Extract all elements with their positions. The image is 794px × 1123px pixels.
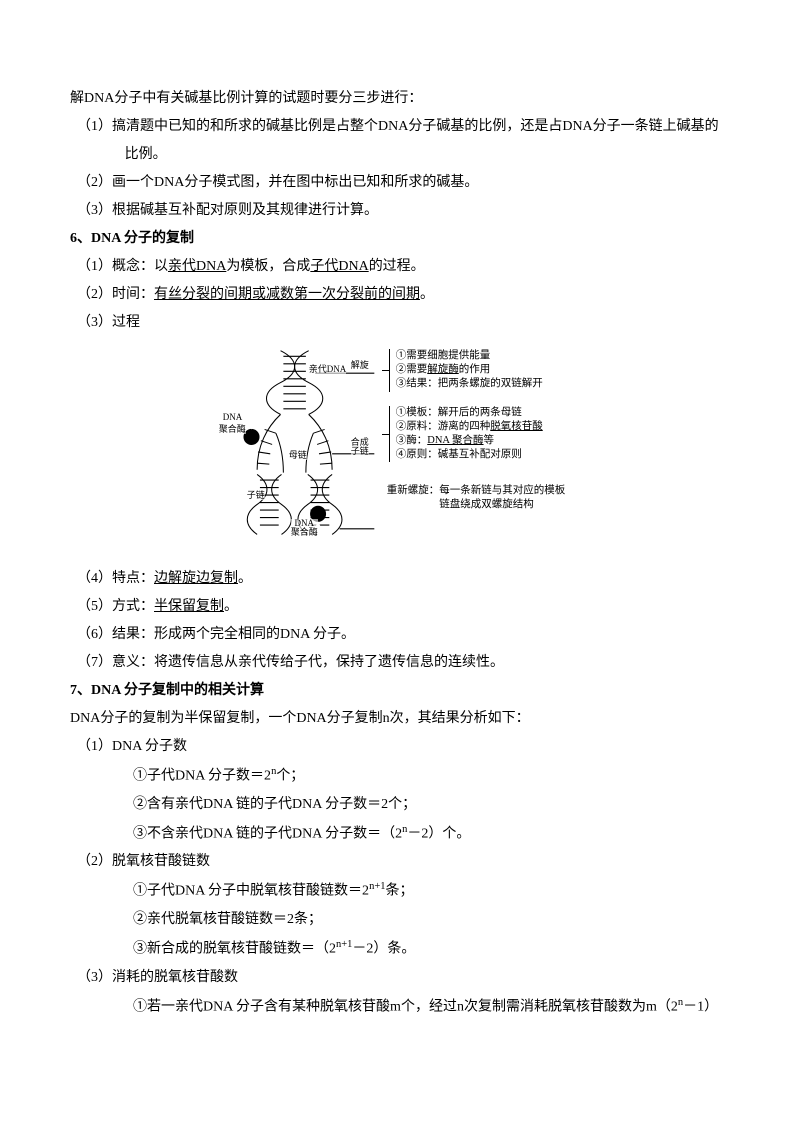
sec7-g1-i3: ③不含亲代DNA 链的子代DNA 分子数＝（2n－2）个。: [70, 819, 724, 849]
text: 的过程。: [369, 259, 425, 274]
u: 半保留复制: [154, 599, 224, 614]
lbl-unwind: 解旋: [351, 361, 369, 370]
sec6-p6: （6）结果：形成两个完全相同的DNA 分子。: [77, 621, 724, 649]
annot-synth: ①模板：解开后的两条母链 ②原料：游离的四种脱氧核苷酸 ③酶：DNA 聚合酶等 …: [389, 406, 566, 463]
sec6-p3: （3）过程: [77, 309, 724, 337]
text: 。: [420, 287, 434, 302]
u: 边解旋边复制: [154, 571, 238, 586]
text: ①模板：解开后的两条母链: [396, 406, 566, 420]
lbl-dna: DNA: [223, 413, 243, 422]
sec7-g3-i1: ①若一亲代DNA 分子含有某种脱氧核苷酸m个，经过n次复制需消耗脱氧核苷酸数为m…: [70, 992, 724, 1022]
intro-line: 解DNA分子中有关碱基比例计算的试题时要分三步进行：: [70, 85, 724, 113]
lbl-polymerase: 聚合酶: [219, 425, 246, 434]
diagram-inner: 亲代DNA DNA 聚合酶 母链 子链 解旋 合成子链 DNA 聚合酶 ①需要细…: [229, 343, 566, 559]
intro-item-3: （3）根据碱基互补配对原则及其规律进行计算。: [77, 197, 724, 225]
annot-unwind: ①需要细胞提供能量 ②需要解旋酶的作用 ③结果：把两条螺旋的双链解开: [389, 349, 566, 392]
lbl-synth: 合成子链: [351, 438, 369, 456]
diagram-annotations: ①需要细胞提供能量 ②需要解旋酶的作用 ③结果：把两条螺旋的双链解开 ①模板：解…: [387, 343, 566, 559]
sec7-g1-i2: ②含有亲代DNA 链的子代DNA 分子数＝2个；: [70, 791, 724, 819]
text: （4）特点：: [77, 571, 154, 586]
u: 有丝分裂的间期或减数第一次分裂前的间期: [154, 287, 420, 302]
sec7-g3-h: （3）消耗的脱氧核苷酸数: [77, 964, 724, 992]
sec6-p4: （4）特点：边解旋边复制。: [77, 565, 724, 593]
sec6-p1: （1）概念：以亲代DNA为模板，合成子代DNA的过程。: [77, 253, 724, 281]
sec6-p2: （2）时间：有丝分裂的间期或减数第一次分裂前的间期。: [77, 281, 724, 309]
sec7-g2-h: （2）脱氧核苷酸链数: [77, 848, 724, 876]
sec6-heading: 6、DNA 分子的复制: [70, 225, 724, 253]
text: ④原则：碱基互补配对原则: [396, 448, 566, 462]
sec7-g2-i1: ①子代DNA 分子中脱氧核苷酸链数＝2n+1条；: [70, 876, 724, 906]
sec7-g1-i1: ①子代DNA 分子数＝2n个；: [70, 761, 724, 791]
text: ②需要解旋酶的作用: [396, 363, 566, 377]
u: 子代DNA: [310, 259, 368, 274]
sec7-lead: DNA分子的复制为半保留复制，一个DNA分子复制n次，其结果分析如下：: [70, 705, 724, 733]
text: 。: [224, 599, 238, 614]
text: ②原料：游离的四种脱氧核苷酸: [396, 420, 566, 434]
text: （1）概念：以: [77, 259, 168, 274]
lbl-parent-dna: 亲代DNA: [309, 365, 347, 374]
sec7-heading: 7、DNA 分子复制中的相关计算: [70, 677, 724, 705]
sec6-p7: （7）意义：将遗传信息从亲代传给子代，保持了遗传信息的连续性。: [77, 649, 724, 677]
lbl-poly2: DNA 聚合酶: [291, 519, 318, 537]
text: ③酶：DNA 聚合酶等: [396, 434, 566, 448]
sec7-g2-i2: ②亲代脱氧核苷酸链数＝2条；: [70, 906, 724, 934]
sec7-g2-i3: ③新合成的脱氧核苷酸链数＝（2n+1－2）条。: [70, 934, 724, 964]
sec7-g1-h: （1）DNA 分子数: [77, 733, 724, 761]
helix-svg-wrap: 亲代DNA DNA 聚合酶 母链 子链 解旋 合成子链 DNA 聚合酶: [229, 343, 379, 559]
text: ①需要细胞提供能量: [396, 349, 566, 363]
text: 。: [238, 571, 252, 586]
sec6-p5: （5）方式：半保留复制。: [77, 593, 724, 621]
u: 亲代DNA: [168, 259, 226, 274]
lbl-daughter: 子链: [247, 491, 265, 500]
text: （5）方式：: [77, 599, 154, 614]
annot-rewind: 重新螺旋：每一条新链与其对应的模板 链盘绕成双螺旋结构: [387, 484, 566, 512]
text: 重新螺旋：每一条新链与其对应的模板: [387, 484, 566, 498]
intro-item-1b: 比例。: [70, 141, 724, 169]
intro-item-2: （2）画一个DNA分子模式图，并在图中标出已知和所求的碱基。: [77, 169, 724, 197]
text: 为模板，合成: [226, 259, 310, 274]
intro-item-1a: （1）搞清题中已知的和所求的碱基比例是占整个DNA分子碱基的比例，还是占DNA分…: [77, 113, 724, 141]
text: ③结果：把两条螺旋的双链解开: [396, 377, 566, 391]
text: （2）时间：: [77, 287, 154, 302]
dna-replication-diagram: 亲代DNA DNA 聚合酶 母链 子链 解旋 合成子链 DNA 聚合酶 ①需要细…: [70, 343, 724, 559]
lbl-mother: 母链: [289, 451, 307, 460]
text: 链盘绕成双螺旋结构: [387, 498, 566, 512]
